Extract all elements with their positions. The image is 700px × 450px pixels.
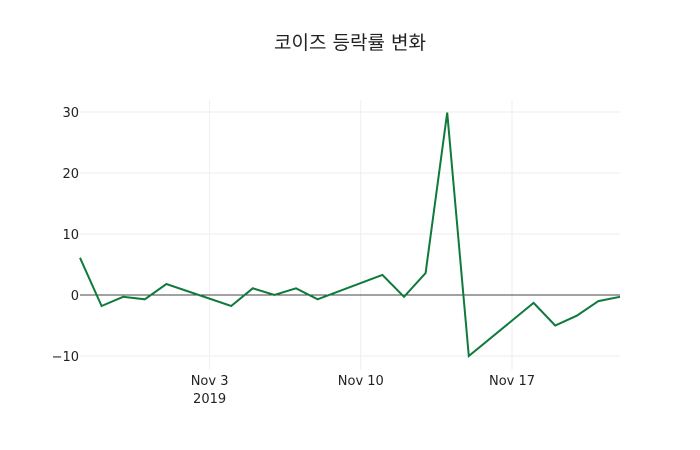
x-tick-label: Nov 3 (191, 374, 229, 389)
x-tick-label: Nov 10 (338, 374, 384, 389)
y-tick-label: 10 (62, 228, 79, 243)
y-tick-label: 0 (71, 289, 79, 304)
x-axis-ticks: Nov 3 2019 Nov 10 Nov 17 (191, 374, 535, 407)
x-tick-label: Nov 17 (489, 374, 535, 389)
y-tick-label: −10 (52, 350, 79, 365)
x-tick-year: 2019 (193, 392, 226, 407)
series-line (79, 112, 621, 358)
grid-lines (80, 100, 620, 370)
series-polyline (79, 112, 621, 358)
y-tick-label: 30 (62, 106, 79, 121)
chart-title: 코이즈 등락률 변화 (274, 32, 426, 54)
y-tick-label: 20 (62, 167, 79, 182)
y-axis-ticks: −10 0 10 20 30 (52, 106, 79, 365)
